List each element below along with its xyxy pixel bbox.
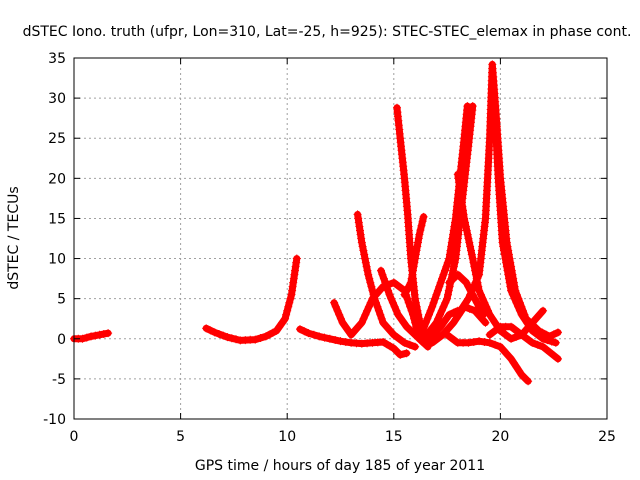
- grid: [74, 58, 607, 419]
- x-tick-label: 15: [385, 429, 403, 445]
- series-arc-17: [428, 302, 490, 347]
- y-tick-label: 5: [57, 292, 66, 308]
- x-tick-label: 10: [278, 429, 296, 445]
- series-arc-3: [295, 325, 411, 359]
- series-markers: [202, 254, 301, 345]
- series-arc-15: [443, 330, 533, 386]
- x-tick-label: 5: [176, 429, 185, 445]
- y-tick-label: -10: [43, 412, 66, 428]
- y-tick-label: 0: [57, 332, 66, 348]
- x-tick-label: 20: [491, 429, 509, 445]
- x-tick-label: 0: [70, 429, 79, 445]
- series-markers: [428, 302, 490, 347]
- series-markers: [490, 94, 560, 347]
- x-axis-label: GPS time / hours of day 185 of year 2011: [195, 458, 485, 474]
- series-arc-1: [70, 329, 113, 343]
- series-arc-8: [400, 212, 428, 299]
- plot-frame: [73, 57, 608, 420]
- y-tick-label: 10: [48, 252, 66, 268]
- y-tick-label: 35: [48, 51, 66, 67]
- series-markers: [400, 212, 428, 299]
- series-arc-16: [485, 322, 562, 363]
- y-tick-label: 15: [48, 211, 66, 227]
- series-arc-2: [202, 254, 301, 345]
- y-tick-label: 25: [48, 131, 66, 147]
- series-group: [70, 60, 562, 386]
- series-markers: [353, 210, 420, 351]
- y-axis-label: dSTEC / TECUs: [6, 186, 22, 289]
- y-tick-label: 30: [48, 91, 66, 107]
- chart-title: dSTEC Iono. truth (ufpr, Lon=310, Lat=-2…: [23, 24, 632, 40]
- y-tick-label: 20: [48, 171, 66, 187]
- x-tick-label: 25: [598, 429, 616, 445]
- axis-ticks: 0 5 10 15 20 25 -10 -5 0 5 10 15 20 25 30 35: [43, 51, 616, 445]
- series-line: [202, 255, 301, 344]
- series-markers: [295, 325, 411, 359]
- y-tick-label: -5: [52, 372, 66, 388]
- series-markers: [485, 322, 562, 363]
- series-arc-5: [353, 210, 420, 351]
- series-arc-14: [490, 94, 560, 347]
